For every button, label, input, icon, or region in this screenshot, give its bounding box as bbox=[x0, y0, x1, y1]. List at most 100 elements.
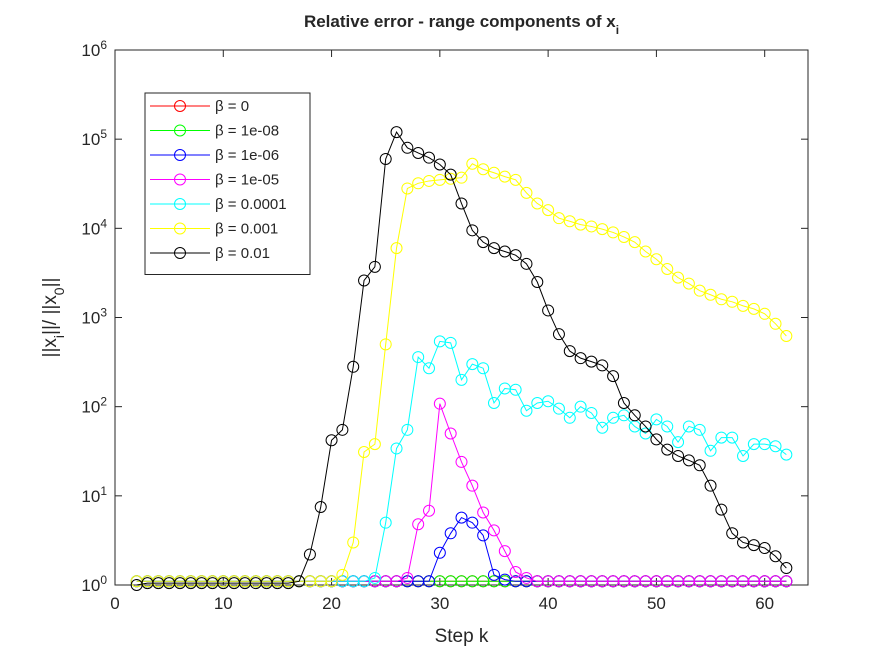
data-point bbox=[704, 479, 717, 492]
legend-marker bbox=[174, 100, 186, 112]
y-tick-label: 103 bbox=[81, 306, 107, 328]
data-point bbox=[368, 571, 381, 584]
data-point bbox=[390, 126, 403, 139]
data-point bbox=[477, 506, 490, 519]
data-point bbox=[455, 373, 468, 386]
data-point bbox=[401, 182, 414, 195]
data-point bbox=[303, 548, 316, 561]
data-point bbox=[769, 550, 782, 563]
data-point bbox=[379, 338, 392, 351]
data-point bbox=[737, 449, 750, 462]
y-tick-label: 101 bbox=[81, 484, 107, 506]
data-point bbox=[477, 362, 490, 375]
data-point bbox=[433, 546, 446, 559]
data-point bbox=[542, 304, 555, 317]
data-point bbox=[498, 170, 511, 183]
data-point bbox=[758, 307, 771, 320]
data-point bbox=[780, 562, 793, 575]
data-point bbox=[412, 351, 425, 364]
data-point bbox=[780, 330, 793, 343]
data-point bbox=[390, 242, 403, 255]
data-point bbox=[726, 431, 739, 444]
data-point bbox=[477, 236, 490, 249]
data-point bbox=[780, 575, 793, 588]
x-tick-label: 30 bbox=[430, 594, 449, 613]
data-point bbox=[726, 527, 739, 540]
data-point bbox=[585, 406, 598, 419]
data-point bbox=[596, 359, 609, 372]
data-point bbox=[650, 253, 663, 266]
data-point bbox=[379, 152, 392, 165]
data-point bbox=[401, 141, 414, 154]
data-point bbox=[563, 411, 576, 424]
data-point bbox=[466, 157, 479, 170]
data-point bbox=[487, 524, 500, 537]
x-tick-label: 60 bbox=[755, 594, 774, 613]
data-point bbox=[336, 423, 349, 436]
data-point bbox=[682, 277, 695, 290]
data-point bbox=[401, 571, 414, 584]
data-point bbox=[726, 295, 739, 308]
data-point bbox=[433, 158, 446, 171]
data-point bbox=[358, 446, 371, 459]
data-point bbox=[509, 383, 522, 396]
data-point bbox=[628, 409, 641, 422]
data-point bbox=[661, 443, 674, 456]
legend-marker bbox=[174, 222, 186, 235]
data-point bbox=[542, 204, 555, 217]
data-point bbox=[358, 274, 371, 287]
y-tick-label: 100 bbox=[81, 573, 107, 595]
data-point bbox=[455, 455, 468, 468]
data-point bbox=[617, 396, 630, 409]
legend-marker bbox=[174, 124, 186, 137]
legend-label: β = 0.01 bbox=[215, 245, 270, 262]
data-point bbox=[704, 288, 717, 301]
data-point bbox=[682, 454, 695, 467]
data-point bbox=[466, 516, 479, 529]
data-point bbox=[552, 402, 565, 415]
data-point bbox=[596, 223, 609, 236]
data-point bbox=[325, 575, 338, 588]
data-point bbox=[542, 395, 555, 408]
data-point bbox=[715, 503, 728, 516]
legend-marker bbox=[174, 247, 186, 259]
data-point bbox=[520, 571, 533, 584]
data-point bbox=[455, 197, 468, 210]
data-point bbox=[552, 328, 565, 341]
x-tick-label: 40 bbox=[539, 594, 558, 613]
data-point bbox=[368, 260, 381, 273]
data-point bbox=[444, 168, 457, 181]
data-point bbox=[563, 215, 576, 228]
data-point bbox=[639, 245, 652, 258]
x-axis-label: Step k bbox=[435, 626, 489, 647]
data-point bbox=[347, 536, 360, 549]
data-point bbox=[487, 166, 500, 179]
data-point bbox=[693, 459, 706, 472]
legend-label: β = 0.001 bbox=[215, 221, 278, 238]
data-point bbox=[423, 151, 436, 164]
series-line bbox=[136, 131, 787, 586]
data-point bbox=[520, 404, 533, 417]
data-point bbox=[607, 370, 620, 383]
data-point bbox=[358, 575, 371, 588]
data-point bbox=[780, 448, 793, 461]
legend-label: β = 1e-06 bbox=[215, 147, 279, 164]
data-point bbox=[390, 575, 403, 588]
data-point bbox=[769, 317, 782, 330]
data-point bbox=[455, 511, 468, 524]
data-point bbox=[607, 226, 620, 239]
y-axis-label: ||xi||/ ||x0|| bbox=[40, 278, 67, 358]
data-point bbox=[758, 541, 771, 554]
data-point bbox=[650, 413, 663, 426]
data-point bbox=[563, 345, 576, 358]
data-point bbox=[477, 163, 490, 176]
chart-title: Relative error - range components of xi bbox=[304, 12, 619, 37]
y-tick-label: 104 bbox=[81, 216, 107, 238]
x-tick-label: 20 bbox=[322, 594, 341, 613]
y-tick-label: 106 bbox=[81, 38, 107, 60]
legend-label: β = 0 bbox=[215, 98, 249, 115]
series-line bbox=[136, 163, 787, 582]
data-point bbox=[498, 245, 511, 258]
data-point bbox=[325, 434, 338, 447]
